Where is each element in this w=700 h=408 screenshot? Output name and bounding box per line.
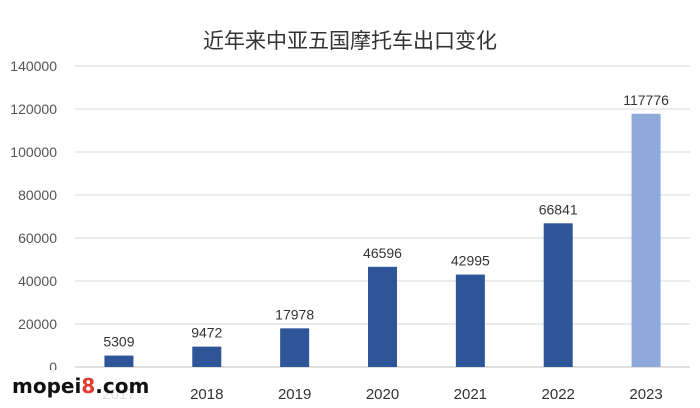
watermark-text-before: mopei <box>12 374 81 398</box>
bar-2017 <box>104 355 134 367</box>
y-tick-label: 20000 <box>18 316 57 332</box>
data-label-2020: 46596 <box>363 245 402 261</box>
chart-title: 近年来中亚五国摩托车出口变化 <box>203 29 497 53</box>
data-label-2023: 117776 <box>623 92 669 108</box>
x-tick-label-2020: 2020 <box>366 386 399 403</box>
data-label-2018: 9472 <box>191 325 222 341</box>
y-tick-label: 40000 <box>18 273 57 289</box>
data-label-2022: 66841 <box>539 201 578 217</box>
y-tick-label: 140000 <box>10 58 57 74</box>
bar-2022 <box>543 223 573 367</box>
data-labels: 5309 9472 17978 46596 42995 66841 117776 <box>103 92 669 350</box>
y-tick-label: 100000 <box>10 144 57 160</box>
data-label-2019: 17978 <box>275 306 314 322</box>
y-tick-label: 60000 <box>18 230 57 246</box>
x-tick-label-2023: 2023 <box>629 386 662 403</box>
y-tick-label: 80000 <box>18 187 57 203</box>
watermark: mopei8.com <box>6 370 149 400</box>
watermark-accent: 8 <box>81 374 95 398</box>
bar-2019 <box>280 328 310 367</box>
x-tick-label-2021: 2021 <box>454 386 487 403</box>
watermark-background <box>6 370 148 400</box>
x-tick-label-2018: 2018 <box>190 386 223 403</box>
data-label-2017: 5309 <box>103 334 134 350</box>
x-tick-label-2019: 2019 <box>278 386 311 403</box>
bar-2021 <box>455 274 485 367</box>
y-tick-label: 120000 <box>10 101 57 117</box>
watermark-text-after: .com <box>95 374 149 398</box>
data-label-2021: 42995 <box>451 253 490 269</box>
bar-2020 <box>368 266 397 367</box>
bars <box>104 113 661 367</box>
x-axis-ticks: 2017201820192020202120222023 <box>102 386 663 403</box>
x-tick-label-2022: 2022 <box>542 386 575 403</box>
y-tick-label: 0 <box>49 359 57 375</box>
y-axis-ticks: 0 20000 40000 60000 80000 100000 120000 140000 <box>10 58 57 375</box>
watermark-text: mopei8.com <box>12 374 149 398</box>
bar-2023 <box>631 113 661 367</box>
bar-2018 <box>192 346 222 367</box>
